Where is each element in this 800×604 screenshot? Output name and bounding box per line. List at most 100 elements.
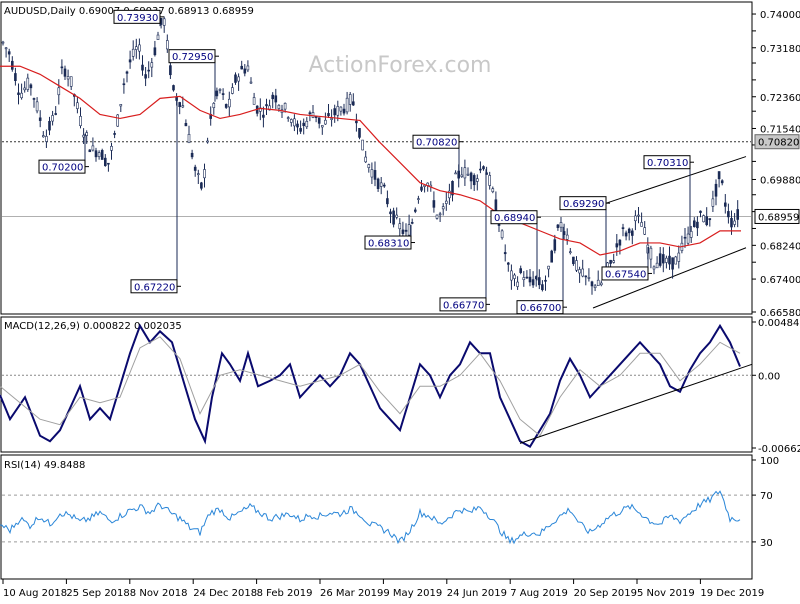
candle-body bbox=[286, 117, 290, 119]
candle-body bbox=[460, 174, 464, 177]
candle-body bbox=[119, 104, 123, 107]
candle-body bbox=[640, 222, 643, 227]
candle-body bbox=[702, 215, 705, 223]
candle-body bbox=[265, 104, 268, 107]
macd-trend-line bbox=[519, 363, 753, 444]
candle-body bbox=[696, 221, 699, 229]
candle-body bbox=[206, 140, 209, 143]
candle-body bbox=[491, 188, 495, 193]
candle-body bbox=[147, 69, 150, 72]
candle-body bbox=[612, 260, 616, 263]
candle-body bbox=[587, 277, 591, 279]
current-price-line: 0.68959 bbox=[2, 208, 800, 224]
macd-panel-title: MACD(12,26,9) 0.000822 0.002035 bbox=[4, 321, 182, 332]
annotation-label: 0.72950 bbox=[172, 52, 213, 63]
candle-body bbox=[568, 251, 572, 254]
candle-body bbox=[379, 182, 383, 187]
candle-body bbox=[104, 157, 107, 166]
annotation-box bbox=[168, 49, 216, 64]
macd-y-tick-label: 0.004847 bbox=[758, 318, 800, 329]
candle-body bbox=[475, 178, 479, 182]
candle-body bbox=[200, 182, 203, 189]
price-y-tick-label: 0.66580 bbox=[760, 308, 800, 319]
level-price-label: 0.70820 bbox=[758, 138, 799, 149]
candle-body bbox=[417, 198, 420, 200]
macd-y-tick-label: -0.006624 bbox=[758, 444, 800, 455]
candle-body bbox=[643, 227, 647, 235]
x-axis: 10 Aug 2018 25 Sep 2018 8 Nov 2018 24 Dec 2… bbox=[2, 579, 764, 599]
macd-panel-frame bbox=[0, 316, 753, 453]
rsi-panel-title: RSI(14) 49.8488 bbox=[4, 460, 85, 471]
macd-signal-line bbox=[0, 336, 741, 437]
price-channel bbox=[592, 156, 747, 309]
candle-body bbox=[153, 47, 157, 56]
candle-body bbox=[107, 162, 110, 165]
current-price-label: 0.68959 bbox=[758, 212, 799, 223]
macd-panel: MACD(12,26,9) 0.000822 0.002035 0.004847… bbox=[0, 316, 800, 455]
candle-body bbox=[311, 112, 315, 118]
price-annotations: 0.73930 0.72950 0.70200 0.67220 0.70820 0.683… bbox=[38, 9, 694, 315]
candle-body bbox=[51, 115, 54, 122]
candle-body bbox=[621, 227, 625, 229]
candle-body bbox=[48, 120, 51, 131]
rsi-line bbox=[0, 490, 741, 545]
macd-macd-line bbox=[0, 323, 741, 449]
candle-body bbox=[224, 104, 228, 108]
annotation-box bbox=[643, 155, 691, 170]
candle-body bbox=[699, 210, 702, 213]
annotation-label: 0.73930 bbox=[117, 13, 158, 24]
candle-body bbox=[320, 125, 324, 128]
candle-body bbox=[389, 211, 392, 215]
candle-body bbox=[720, 180, 724, 184]
candle-body bbox=[45, 136, 48, 142]
price-y-tick-label: 0.72360 bbox=[760, 93, 800, 104]
price-y-tick-label: 0.69880 bbox=[760, 175, 800, 186]
candle-body bbox=[472, 175, 476, 186]
candle-body bbox=[23, 87, 27, 91]
candle-body bbox=[404, 229, 408, 232]
candle-body bbox=[66, 76, 70, 80]
macd-y-tick-label: 0.00 bbox=[758, 371, 780, 382]
candle-body bbox=[193, 166, 197, 171]
x-tick-label: 10 Aug 2018 bbox=[3, 588, 67, 599]
candle-body bbox=[708, 218, 712, 221]
candle-body bbox=[26, 77, 30, 90]
candle-body bbox=[730, 217, 733, 228]
candle-body bbox=[395, 214, 399, 218]
channel-upper-line bbox=[592, 156, 747, 209]
candle-body bbox=[29, 84, 33, 89]
candle-body bbox=[41, 135, 45, 138]
candle-body bbox=[339, 106, 343, 112]
candle-body bbox=[262, 114, 265, 118]
rsi-y-tick-label: 100 bbox=[760, 456, 779, 467]
candle-body bbox=[336, 106, 340, 116]
x-tick-label: 26 Mar 2019 bbox=[320, 588, 383, 599]
candle-body bbox=[138, 44, 141, 52]
candle-body bbox=[705, 216, 709, 226]
candle-body bbox=[367, 164, 371, 168]
candle-body bbox=[333, 108, 337, 116]
candle-body bbox=[410, 222, 414, 224]
candle-body bbox=[448, 190, 451, 199]
candle-body bbox=[125, 71, 129, 74]
candle-body bbox=[234, 74, 237, 83]
candle-body bbox=[441, 206, 445, 210]
candle-body bbox=[212, 103, 216, 108]
candle-body bbox=[677, 252, 681, 262]
candle-body bbox=[652, 266, 656, 270]
candle-body bbox=[252, 97, 256, 105]
annotation-label: 0.68310 bbox=[368, 239, 409, 250]
candle-body bbox=[661, 254, 665, 264]
candle-body bbox=[57, 87, 61, 96]
candle-body bbox=[671, 257, 674, 270]
candle-body bbox=[69, 76, 73, 87]
price-y-axis: 0.66580 0.67400 0.68240 0.69880 0.71540 0.723… bbox=[752, 10, 800, 319]
candle-body bbox=[451, 181, 454, 196]
candle-body bbox=[302, 122, 306, 127]
candle-body bbox=[141, 64, 144, 71]
x-tick-label: 24 Dec 2018 bbox=[193, 588, 257, 599]
candle-body bbox=[665, 257, 668, 263]
candle-body bbox=[317, 117, 321, 124]
x-tick-label: 8 Feb 2019 bbox=[257, 588, 313, 599]
